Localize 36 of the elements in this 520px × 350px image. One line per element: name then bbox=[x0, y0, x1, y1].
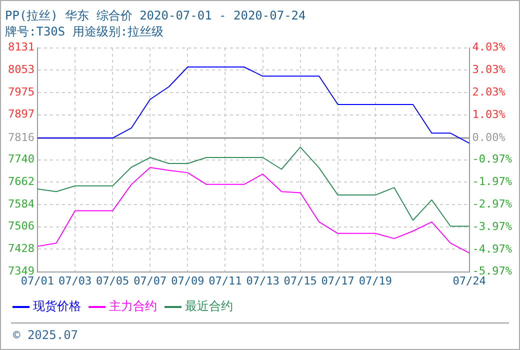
legend-label: 最近合约 bbox=[185, 299, 233, 314]
x-tick-label: 07/24 bbox=[452, 274, 486, 288]
y-tick-label: 7506 bbox=[8, 220, 34, 233]
y-tick-label: 8053 bbox=[8, 63, 34, 76]
y-tick-label: 7662 bbox=[8, 175, 34, 188]
y2-tick-label: 3.03% bbox=[472, 63, 506, 76]
x-tick-label: 07/13 bbox=[246, 274, 280, 288]
y2-tick-label: -2.97% bbox=[472, 197, 512, 210]
x-tick-label: 07/19 bbox=[358, 274, 392, 288]
y-tick-label: 7975 bbox=[8, 85, 34, 98]
y-tick-label: 7897 bbox=[8, 108, 34, 121]
x-tick-label: 07/17 bbox=[321, 274, 354, 288]
y2-tick-label: -4.97% bbox=[472, 242, 512, 256]
y-tick-label: 8131 bbox=[8, 40, 34, 54]
y2-tick-label: 4.03% bbox=[472, 40, 506, 54]
text: © 2025.07 bbox=[13, 328, 78, 342]
y2-tick-label: -1.97% bbox=[472, 175, 512, 188]
y2-tick-label: -0.97% bbox=[472, 152, 512, 166]
x-tick-label: 07/09 bbox=[171, 274, 204, 288]
y-tick-label: 7428 bbox=[8, 242, 34, 256]
x-tick-label: 07/05 bbox=[96, 274, 130, 288]
y2-tick-label: 1.03% bbox=[472, 108, 506, 121]
x-tick-label: 07/11 bbox=[208, 274, 242, 288]
y-tick-label: 7584 bbox=[8, 197, 35, 210]
legend-label: 现货价格 bbox=[33, 299, 81, 314]
x-tick-label: 07/03 bbox=[58, 274, 92, 288]
chart-title: PP(拉丝) 华东 综合价 2020-07-01 - 2020-07-24 bbox=[5, 8, 306, 22]
chart-subtitle: 牌号:T30S 用途级别:拉丝级 bbox=[5, 24, 164, 39]
x-tick-label: 07/15 bbox=[284, 274, 317, 288]
y-tick-label: 7740 bbox=[8, 152, 34, 166]
y-tick-label: 7816 bbox=[8, 130, 34, 144]
y2-tick-label: 0.00% bbox=[472, 130, 506, 144]
x-tick-label: 07/07 bbox=[134, 274, 167, 288]
y2-tick-label: -3.97% bbox=[472, 220, 512, 233]
legend-label: 主力合约 bbox=[109, 299, 157, 314]
y2-tick-label: 2.03% bbox=[472, 85, 506, 98]
